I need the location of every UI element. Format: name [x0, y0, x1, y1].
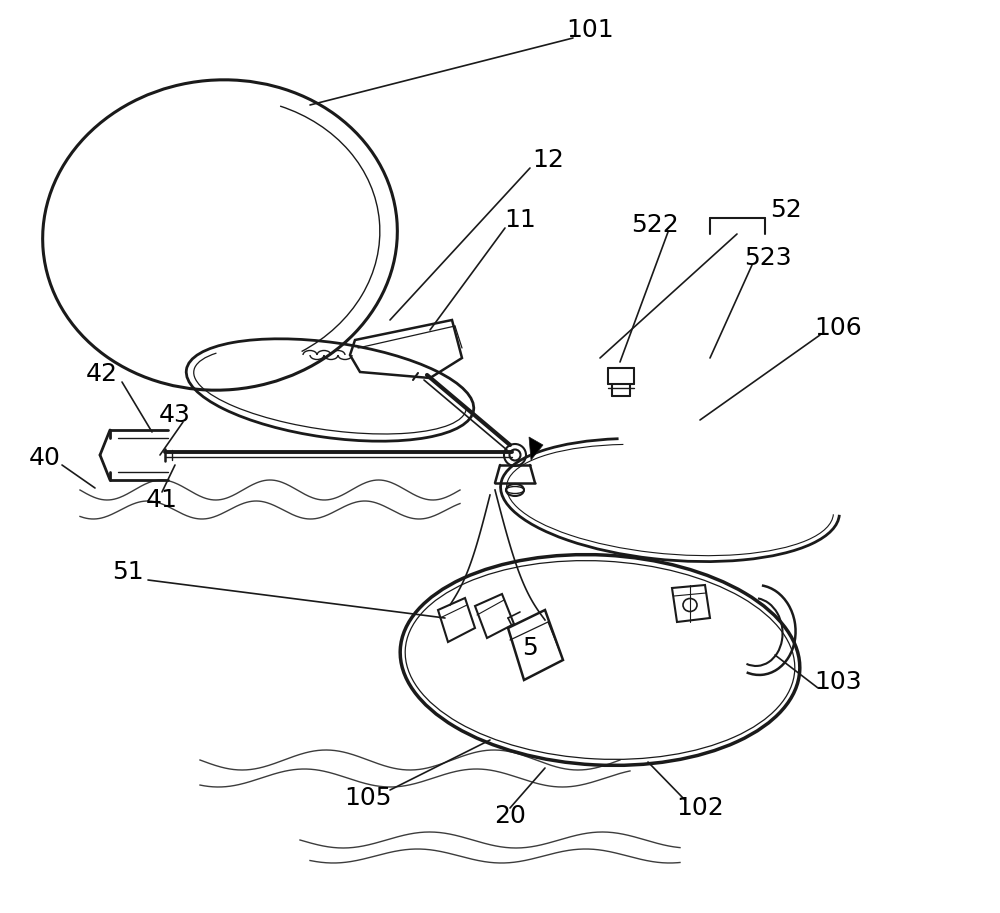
Text: 523: 523 [744, 246, 792, 270]
Text: 41: 41 [146, 488, 178, 512]
Text: 52: 52 [770, 198, 802, 222]
Text: 20: 20 [494, 804, 526, 828]
Text: 101: 101 [566, 18, 614, 42]
Text: 105: 105 [344, 786, 392, 810]
Text: 103: 103 [814, 670, 862, 694]
Text: 43: 43 [159, 403, 191, 427]
Text: 11: 11 [504, 208, 536, 232]
Text: 106: 106 [814, 316, 862, 340]
Text: 12: 12 [532, 148, 564, 172]
Text: 40: 40 [29, 446, 61, 470]
Text: 51: 51 [112, 560, 144, 584]
Text: 522: 522 [631, 213, 679, 237]
Text: 102: 102 [676, 796, 724, 820]
Text: 42: 42 [86, 362, 118, 386]
Polygon shape [529, 437, 543, 460]
Text: 5: 5 [522, 636, 538, 660]
